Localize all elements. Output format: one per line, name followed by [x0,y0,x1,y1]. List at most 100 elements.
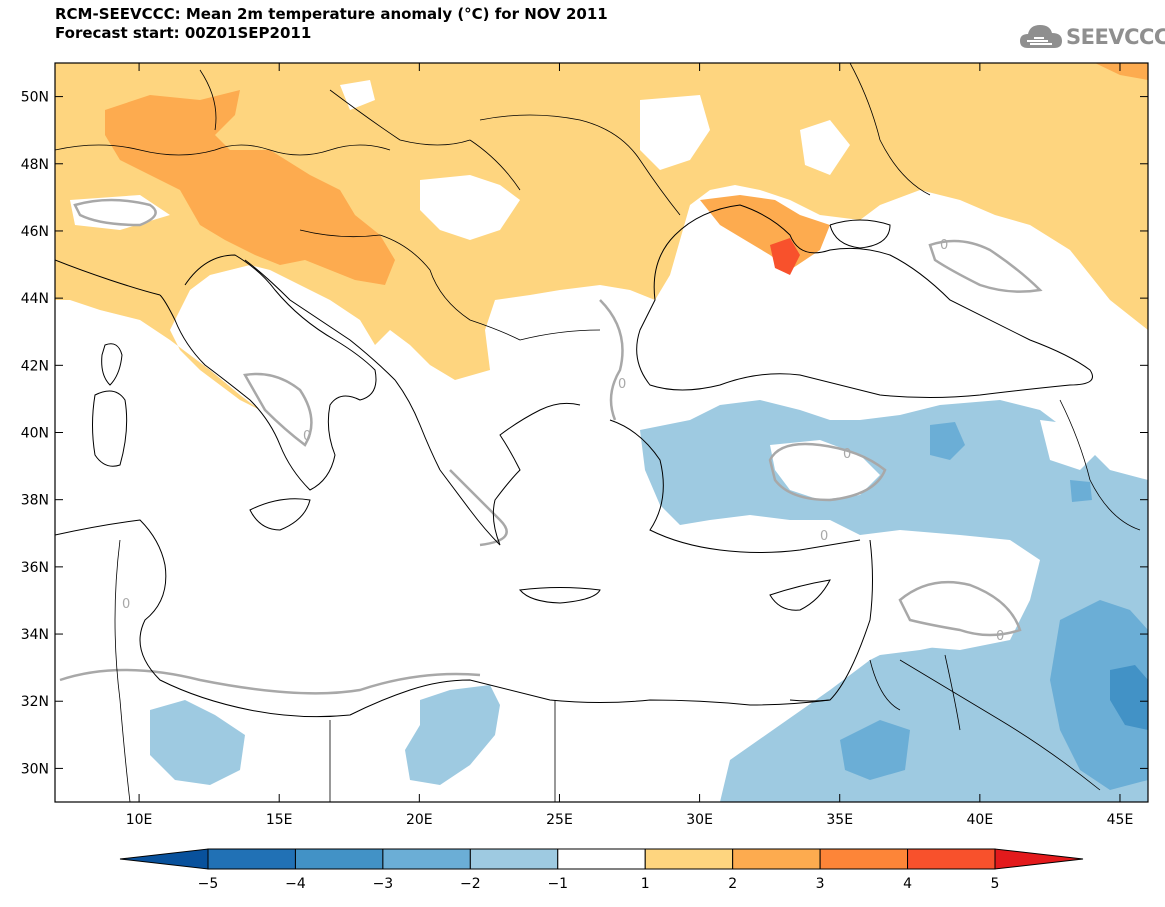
border-central-europe [199,69,521,191]
cyprus-coastline [769,579,831,611]
border-north-africa [114,539,556,802]
contour-label-zero-7: 0 [303,429,311,444]
lat-tick-label: 48N [21,157,49,173]
cool-anomaly-core-sinai [840,720,910,780]
sicily-coastline [249,498,311,531]
logo-text: SEEVCCC [1066,25,1165,49]
sardinia-coastline [92,390,128,467]
neutral-gap-caucasus [1040,420,1100,470]
lon-tick-label: 15E [266,812,293,828]
lat-tick-label: 30N [21,761,49,777]
colorbar-label: 1 [641,876,650,892]
cloud-icon [1020,25,1062,48]
zero-contour-black-sea [928,239,1043,293]
lat-tick-label: 42N [21,358,49,374]
colorbar-segment [557,848,646,870]
adriatic-east-coastline [244,259,441,471]
lon-tick-label: 45E [1107,812,1134,828]
border-middle-east [869,654,1101,791]
border-turkey-east [1059,399,1141,531]
cool-anomaly-anatolia [640,400,1148,802]
contour-label-zero-4: 0 [820,529,828,544]
colorbar-label: −2 [460,876,481,892]
seevccc-logo: SEEVCCC [1018,20,1165,56]
colorbar-label: 5 [991,876,1000,892]
colorbar-segment [644,848,734,870]
corsica-coastline [101,343,123,386]
neutral-gap-russia [800,120,850,175]
title-line-1: RCM-SEEVCCC: Mean 2m temperature anomaly… [55,5,608,23]
colorbar-segment [382,848,471,870]
lat-tick-label: 32N [21,694,49,710]
anomaly-field: 0 0 0 0 0 0 0 [55,63,1148,802]
france-coastline [55,259,161,296]
zero-contour-balkans [599,299,624,421]
lon-tick-label: 30E [686,812,713,828]
cool-anomaly-libya [150,700,245,785]
colorbar-label: −1 [547,876,568,892]
latitude-axis: 50N 48N 46N 44N 42N 40N 38N 36N 34N 32N 30N [21,90,1148,777]
border-russia [849,63,931,196]
contour-label-zero-5: 0 [618,377,626,392]
lat-tick-label: 40N [21,426,49,442]
border-balkans [299,229,601,341]
warm-anomaly-core-alps [105,90,395,285]
cool-anomaly-peak-iraq [1110,665,1148,730]
zero-contour-aegean [449,469,508,547]
italy-coastline [159,254,377,491]
turkey-south-coastline [609,419,861,553]
contour-label-zero-1: 0 [843,447,851,462]
colorbar-segment [819,848,909,870]
lon-tick-label: 10E [126,812,153,828]
warm-anomaly-region-north [55,63,1148,410]
colorbar-label: 3 [816,876,825,892]
colorbar-segment [469,848,559,870]
lat-tick-label: 36N [21,560,49,576]
colorbar-segment [294,848,384,870]
colorbar-segment [907,848,996,870]
cool-anomaly-core-east [1050,600,1148,790]
azov-sea-coastline [829,219,891,249]
zero-contour-west [73,198,157,227]
greece-coastline [439,402,581,546]
lat-tick-label: 34N [21,627,49,643]
neutral-gap-central-anatolia [770,440,880,500]
title-line-2: Forecast start: 00Z01SEP2011 [55,24,312,42]
colorbar-label: 2 [728,876,737,892]
lon-tick-label: 40E [967,812,994,828]
cool-anomaly-core-anatolia [930,422,965,460]
crete-coastline [519,587,601,604]
colorbar-label: −3 [373,876,394,892]
warm-anomaly-crimea-peak [770,238,800,275]
zero-contours [59,198,1043,695]
colorbar-label: −4 [285,876,306,892]
contour-label-zero-3: 0 [996,629,1004,644]
colorbar-label: −5 [198,876,219,892]
colorbar-segment [207,848,296,870]
cool-anomaly-egypt-west [405,685,500,785]
colorbar-right-arrow [994,848,1084,870]
lat-tick-label: 44N [21,291,49,307]
black-sea-coastline [636,204,1093,398]
border-ukraine [479,114,681,216]
map-title: RCM-SEEVCCC: Mean 2m temperature anomaly… [55,5,608,43]
neutral-gap-poland [340,80,375,110]
contour-label-zero-2: 0 [940,238,948,253]
neutral-gap-carpathians [420,175,520,240]
border-alps [55,144,391,156]
colorbar: −5 −4 −3 −2 −1 1 2 3 4 5 [119,848,1084,892]
neutral-gap-ukraine [640,95,710,170]
neutral-gap-levant [860,540,1020,655]
longitude-axis: 10E 15E 20E 25E 30E 35E 40E 45E [126,63,1134,828]
zero-contour-italy [243,372,313,447]
zero-contour-levant [898,580,1022,637]
lat-tick-label: 46N [21,224,49,240]
zero-contour-anatolia [768,442,887,502]
lon-tick-label: 25E [546,812,573,828]
lat-tick-label: 38N [21,493,49,509]
colorbar-left-arrow [119,848,209,870]
country-borders [55,63,1141,802]
colorbar-segment [732,848,821,870]
north-africa-coastline [55,519,831,718]
